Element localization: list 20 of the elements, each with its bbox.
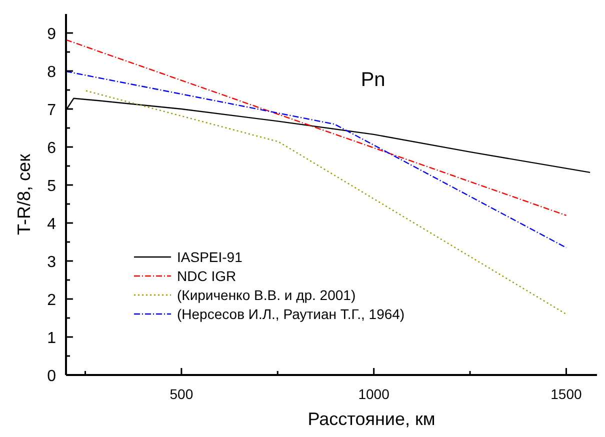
legend-label: IASPEI-91 [177,249,243,265]
legend-label: NDC IGR [177,268,236,284]
y-axis-title: T-R/8, сек [14,154,34,235]
legend-label: (Нерсесов И.Л., Раутиан Т.Г., 1964) [177,306,405,322]
x-tick-label: 500 [170,386,194,402]
y-tick-label: 4 [47,216,56,233]
x-tick-label: 1500 [550,386,582,402]
x-axis-title: Расстояние, км [308,409,436,429]
y-tick-label: 1 [47,330,56,347]
y-tick-label: 7 [47,102,56,119]
y-tick-label: 8 [47,64,56,81]
y-tick-label: 9 [47,26,56,43]
legend-label: (Кириченко В.В. и др. 2001) [177,287,356,303]
y-tick-label: 0 [47,368,56,385]
text: Pn [360,69,386,91]
x-tick-label: 1000 [358,386,390,402]
y-tick-label: 2 [47,292,56,309]
y-tick-label: 6 [47,140,56,157]
y-tick-label: 3 [47,254,56,271]
y-tick-label: 5 [47,178,56,195]
